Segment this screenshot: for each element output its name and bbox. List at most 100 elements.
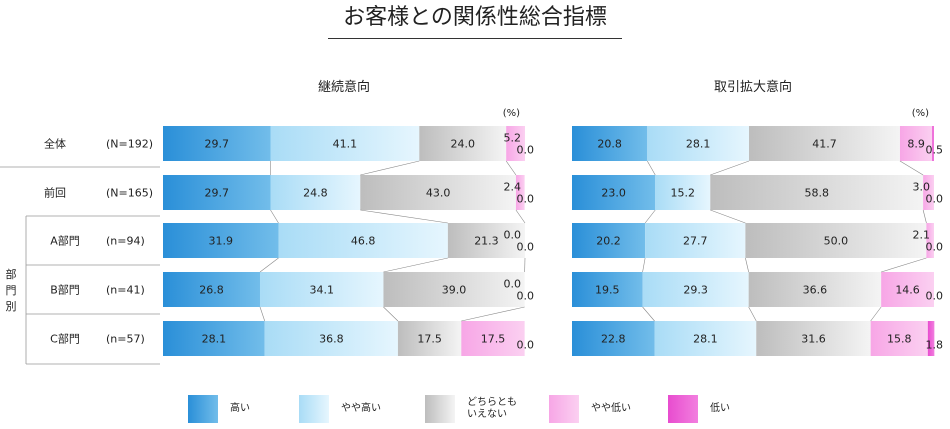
data-label: 29.7: [205, 187, 230, 200]
data-label: 15.2: [671, 187, 696, 200]
bar-segment: [923, 175, 934, 210]
data-label: 2.4: [504, 181, 522, 194]
data-label: 39.0: [442, 284, 467, 297]
unit-label: (%): [912, 108, 929, 119]
bar-segment: [264, 321, 398, 356]
connector-line: [710, 160, 750, 176]
sample-size-label: (n=57): [106, 333, 145, 346]
connector-line: [505, 160, 517, 176]
sample-size-label: (N=192): [106, 138, 153, 151]
legend-swatch: [668, 395, 698, 423]
data-label: 43.0: [426, 187, 451, 200]
legend-swatch: [188, 395, 218, 423]
data-label: 2.1: [913, 229, 931, 242]
connector-line: [748, 306, 757, 322]
legend-item: どちらとも いえない: [425, 395, 535, 425]
data-label: 8.9: [907, 138, 925, 151]
data-label: 0.0: [517, 241, 535, 254]
bar-segment: [360, 175, 516, 210]
data-label: 28.1: [693, 333, 718, 346]
unit-label: (%): [503, 108, 520, 119]
connector-line: [710, 209, 746, 224]
bar-segment: [926, 223, 934, 258]
connector-line: [745, 257, 749, 273]
data-label: 41.1: [333, 138, 358, 151]
bar-segment: [710, 175, 924, 210]
row-label: C部門: [50, 332, 80, 346]
connector-line: [647, 160, 656, 176]
row-labels: 全体 (N=192) 前回 (N=165) A部門 (n=94) B部門 (n=41) C部門 (…: [6, 137, 154, 346]
data-label: 21.3: [474, 235, 499, 248]
data-label: 24.0: [450, 138, 475, 151]
legend-item: 高い: [188, 395, 298, 425]
data-label: 3.0: [913, 181, 931, 194]
connector-line: [642, 306, 655, 322]
bar-segment: [932, 126, 934, 161]
bar-segment: [163, 175, 271, 210]
row-separators: [0, 166, 160, 365]
data-label: 22.8: [601, 333, 626, 346]
bar-segment: [278, 223, 448, 258]
data-label: 17.5: [481, 333, 506, 346]
legend-label: 低い: [710, 403, 730, 414]
legend-item: やや低い: [549, 395, 659, 425]
data-label: 0.0: [504, 278, 522, 291]
connector-line: [383, 306, 399, 322]
row-label: 前回: [44, 186, 66, 200]
legend-item: やや高い: [299, 395, 409, 425]
data-label: 0.0: [517, 193, 535, 206]
bar-segment: [447, 223, 525, 258]
bar-segment: [270, 175, 361, 210]
chart-panels: 継続意向(%)29.7 41.1 24.0 5.20.029.7 24.8 43.0 2.4…: [163, 79, 943, 356]
data-label: 23.0: [601, 187, 626, 200]
bar-segment: [655, 175, 711, 210]
panel-title: 取引拡大意向: [714, 79, 792, 95]
data-label: 36.8: [319, 333, 344, 346]
legend-swatch: [549, 395, 579, 423]
data-label: 27.7: [683, 235, 708, 248]
legend-swatch: [299, 395, 329, 423]
bar-segment: [927, 321, 935, 356]
data-label: 0.5: [926, 144, 944, 157]
bar-segment: [654, 321, 757, 356]
bar-segment: [572, 321, 655, 356]
bar-segment: [419, 126, 507, 161]
data-label: 31.9: [208, 235, 233, 248]
data-label: 0.0: [926, 193, 944, 206]
legend-label: やや高い: [341, 403, 381, 414]
data-label: 0.0: [504, 229, 522, 242]
data-label: 28.1: [202, 333, 227, 346]
connector-line: [360, 209, 448, 224]
bar-segment: [260, 272, 384, 307]
bar-segment: [163, 126, 271, 161]
legend-item: 低い: [668, 395, 778, 425]
connector-line: [259, 306, 266, 322]
data-label: 29.3: [683, 284, 708, 297]
bar-segment: [383, 272, 525, 307]
data-label: 0.0: [926, 241, 944, 254]
legend-swatch: [425, 395, 455, 423]
bar-segment: [515, 175, 525, 210]
connector-line: [881, 257, 927, 273]
bar-segment: [572, 126, 648, 161]
bar-segment: [572, 223, 646, 258]
group-label-char: 別: [6, 300, 17, 313]
data-label: 20.8: [597, 138, 622, 151]
bar-segment: [748, 272, 882, 307]
chart-panel: 取引拡大意向 (%) 20.8 28.1 41.7 8.9 0.5 23.0 15.2 58.8 3…: [572, 79, 943, 356]
sample-size-label: (n=41): [106, 284, 145, 297]
connector-line: [383, 257, 448, 273]
data-label: 0.0: [517, 144, 535, 157]
bar-segment: [461, 321, 525, 356]
bar-segment: [870, 321, 928, 356]
data-label: 5.2: [504, 132, 522, 145]
connector-line: [270, 209, 279, 224]
chart-panel: 継続意向(%)29.7 41.1 24.0 5.20.029.7 24.8 43.0 2.4…: [163, 79, 534, 356]
connector-line: [644, 209, 656, 224]
data-label: 46.8: [351, 235, 376, 248]
connector-line: [259, 257, 279, 273]
bar-segment: [270, 126, 420, 161]
data-label: 41.7: [812, 138, 837, 151]
bar-segment: [506, 126, 525, 161]
data-label: 26.8: [199, 284, 224, 297]
